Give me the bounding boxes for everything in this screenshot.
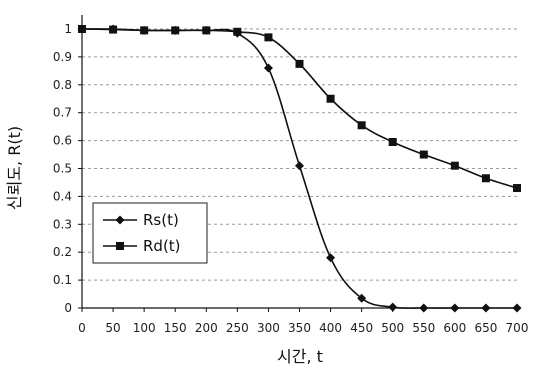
series-1-point-5 [233, 27, 242, 36]
series-1-point-9 [357, 121, 366, 130]
x-tick-label-4: 200 [195, 321, 218, 335]
series-1-point-1 [109, 25, 118, 34]
x-tick-label-11: 550 [412, 321, 435, 335]
series-1-point-6 [264, 33, 273, 42]
y-tick-label-1: 0.1 [53, 273, 72, 287]
y-tick-label-10: 1 [64, 22, 72, 36]
y-tick-label-9: 0.9 [53, 50, 72, 64]
y-tick-label-0: 0 [64, 301, 72, 315]
y-tick-label-2: 0.2 [53, 245, 72, 259]
series-1-point-4 [202, 26, 211, 35]
legend-box [92, 202, 208, 264]
x-tick-label-9: 450 [350, 321, 373, 335]
x-tick-label-13: 650 [474, 321, 497, 335]
x-tick-label-0: 0 [78, 321, 86, 335]
series-1-point-7 [295, 59, 304, 68]
series-0-point-11 [419, 303, 429, 313]
x-tick-label-8: 400 [319, 321, 342, 335]
x-tick-label-5: 250 [226, 321, 249, 335]
series-0-point-8 [326, 253, 336, 263]
series-0-point-6 [263, 63, 273, 73]
series-1-point-2 [140, 26, 149, 35]
series-0-point-13 [481, 303, 491, 313]
x-tick-label-12: 600 [443, 321, 466, 335]
legend-label-0: Rs(t) [143, 211, 179, 229]
y-axis-title: 신뢰도, R(t) [5, 126, 24, 210]
series-1-point-11 [419, 150, 428, 159]
series-1-point-3 [171, 26, 180, 35]
x-tick-label-6: 300 [257, 321, 280, 335]
series-1-point-13 [481, 174, 490, 183]
series-0-point-7 [295, 161, 304, 171]
series-layer [77, 24, 522, 313]
y-tick-label-4: 0.4 [53, 189, 72, 203]
y-tick-label-5: 0.5 [53, 162, 72, 176]
series-1-point-8 [326, 94, 335, 103]
x-tick-label-3: 150 [164, 321, 187, 335]
x-tick-label-2: 100 [133, 321, 156, 335]
legend: Rs(t) Rd(t) [92, 202, 208, 264]
series-0-point-9 [357, 293, 367, 303]
legend-label-1: Rd(t) [143, 237, 181, 255]
series-0-point-14 [512, 303, 522, 313]
y-tick-label-6: 0.6 [53, 134, 72, 148]
x-tick-label-1: 50 [105, 321, 120, 335]
x-tick-label-14: 700 [506, 321, 529, 335]
y-tick-labels: 0 0.1 0.2 0.3 0.4 0.5 0.6 0.7 0.8 0.9 1 [53, 22, 72, 315]
legend-marker-1 [116, 242, 124, 250]
series-0-point-12 [450, 303, 460, 313]
x-axis-title: 시간, t [277, 347, 323, 366]
x-tick-label-10: 500 [381, 321, 404, 335]
series-1-point-14 [513, 184, 521, 193]
y-tick-label-8: 0.8 [53, 78, 72, 92]
series-1-point-0 [78, 25, 86, 33]
legend-marker-0 [115, 215, 125, 225]
series-1-point-12 [450, 161, 459, 170]
y-tick-label-7: 0.7 [53, 106, 72, 120]
series-1-point-10 [388, 137, 397, 146]
x-tick-labels: 0 50 100 150 200 250 300 350 400 450 500 550 600 650 7… [78, 321, 528, 335]
y-tick-label-3: 0.3 [53, 217, 72, 231]
series-0-point-10 [388, 302, 398, 312]
x-tick-label-7: 350 [288, 321, 311, 335]
